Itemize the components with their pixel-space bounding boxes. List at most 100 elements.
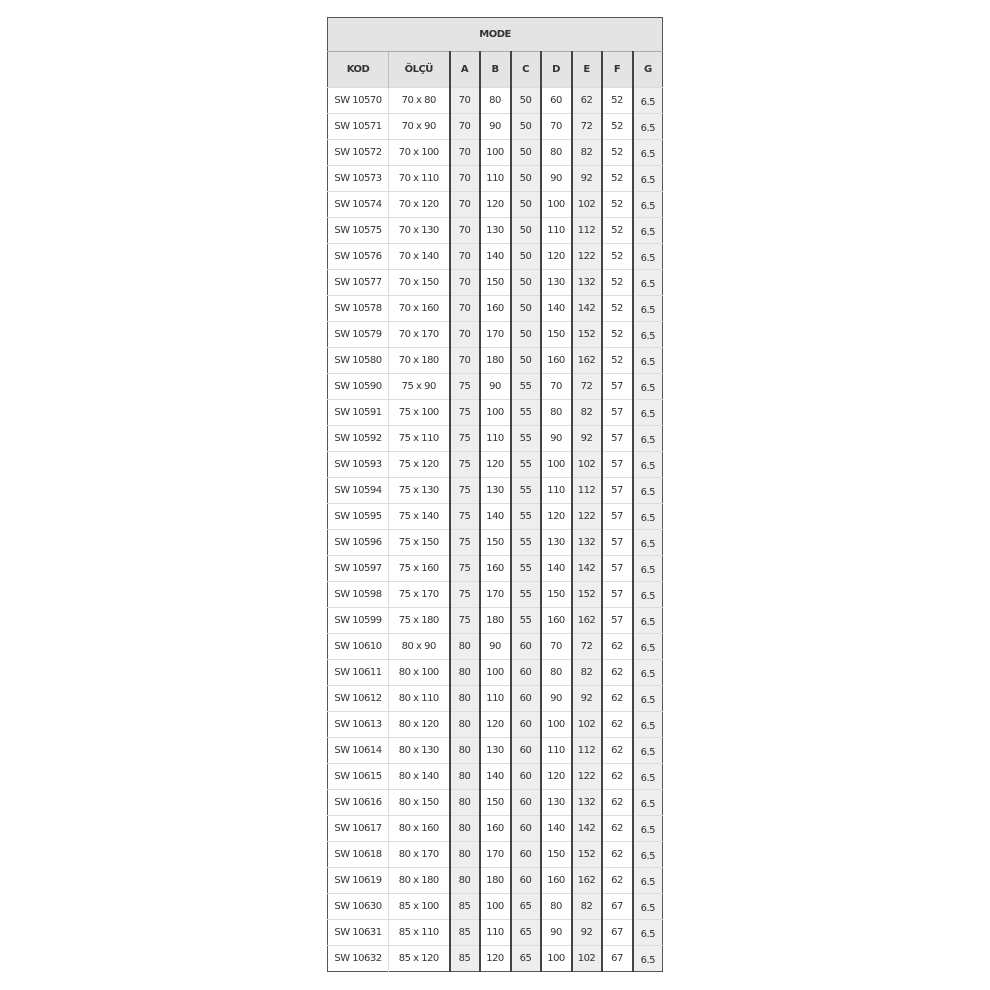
cell-g: 6.5: [631, 867, 663, 894]
cell-c: 60: [509, 711, 541, 738]
cell-c: 50: [509, 321, 541, 348]
cell-kod: SW 10593: [327, 451, 389, 478]
cell-f: 62: [600, 763, 633, 790]
cell-b: 80: [478, 87, 511, 114]
table-row: SW 10617 80 x 160 80 160 60 140 142 62 6.5: [327, 815, 663, 842]
table-row: SW 10594 75 x 130 75 130 55 110 112 57 6.5: [327, 477, 663, 504]
cell-a: 80: [448, 789, 480, 816]
cell-kod: SW 10595: [327, 503, 389, 530]
cell-olcu: 70 x 130: [388, 217, 450, 244]
cell-g: 6.5: [631, 87, 663, 114]
cell-a: 75: [448, 607, 480, 634]
cell-c: 55: [509, 451, 541, 478]
cell-olcu: 80 x 170: [388, 841, 450, 868]
cell-g: 6.5: [631, 607, 663, 634]
cell-c: 50: [509, 113, 541, 140]
cell-e: 112: [570, 217, 602, 244]
cell-a: 85: [448, 945, 480, 972]
cell-f: 67: [600, 919, 633, 946]
table-row: SW 10612 80 x 110 80 110 60 90 92 62 6.5: [327, 685, 663, 712]
cell-f: 57: [600, 399, 633, 426]
cell-f: 57: [600, 607, 633, 634]
cell-a: 70: [448, 347, 480, 374]
cell-c: 60: [509, 815, 541, 842]
cell-olcu: 80 x 160: [388, 815, 450, 842]
cell-e: 112: [570, 737, 602, 764]
column-header-olcu: ÖLÇÜ: [388, 51, 450, 88]
table-row: SW 10614 80 x 130 80 130 60 110 112 62 6.5: [327, 737, 663, 764]
cell-d: 70: [539, 373, 572, 400]
cell-f: 62: [600, 711, 633, 738]
column-header-e: E: [570, 51, 602, 88]
cell-olcu: 85 x 120: [388, 945, 450, 972]
cell-e: 132: [570, 529, 602, 556]
cell-a: 75: [448, 373, 480, 400]
cell-e: 102: [570, 191, 602, 218]
cell-b: 140: [478, 243, 511, 270]
cell-b: 170: [478, 321, 511, 348]
cell-olcu: 75 x 130: [388, 477, 450, 504]
table-row: SW 10613 80 x 120 80 120 60 100 102 62 6.5: [327, 711, 663, 738]
cell-b: 120: [478, 711, 511, 738]
cell-a: 70: [448, 243, 480, 270]
cell-d: 120: [539, 243, 572, 270]
cell-g: 6.5: [631, 581, 663, 608]
cell-d: 90: [539, 165, 572, 192]
cell-b: 130: [478, 737, 511, 764]
cell-b: 90: [478, 633, 511, 660]
cell-f: 62: [600, 867, 633, 894]
cell-c: 65: [509, 893, 541, 920]
cell-b: 130: [478, 217, 511, 244]
cell-d: 80: [539, 399, 572, 426]
cell-f: 52: [600, 295, 633, 322]
cell-c: 55: [509, 607, 541, 634]
cell-g: 6.5: [631, 789, 663, 816]
cell-f: 52: [600, 347, 633, 374]
cell-kod: SW 10590: [327, 373, 389, 400]
cell-f: 67: [600, 945, 633, 972]
cell-f: 52: [600, 321, 633, 348]
cell-e: 102: [570, 711, 602, 738]
cell-a: 70: [448, 217, 480, 244]
cell-g: 6.5: [631, 945, 663, 972]
cell-b: 150: [478, 529, 511, 556]
cell-olcu: 80 x 90: [388, 633, 450, 660]
cell-e: 72: [570, 113, 602, 140]
cell-c: 55: [509, 399, 541, 426]
cell-c: 60: [509, 763, 541, 790]
cell-c: 65: [509, 945, 541, 972]
cell-f: 57: [600, 581, 633, 608]
cell-d: 120: [539, 763, 572, 790]
cell-c: 55: [509, 425, 541, 452]
table-row: SW 10577 70 x 150 70 150 50 130 132 52 6.5: [327, 269, 663, 296]
cell-a: 70: [448, 139, 480, 166]
cell-d: 150: [539, 841, 572, 868]
cell-c: 55: [509, 529, 541, 556]
cell-g: 6.5: [631, 763, 663, 790]
cell-c: 60: [509, 685, 541, 712]
cell-g: 6.5: [631, 321, 663, 348]
cell-e: 162: [570, 607, 602, 634]
cell-a: 70: [448, 87, 480, 114]
table-row: SW 10597 75 x 160 75 160 55 140 142 57 6.5: [327, 555, 663, 582]
cell-a: 85: [448, 919, 480, 946]
column-header-kod: KOD: [327, 51, 389, 88]
cell-olcu: 70 x 110: [388, 165, 450, 192]
cell-e: 92: [570, 425, 602, 452]
cell-c: 50: [509, 139, 541, 166]
cell-g: 6.5: [631, 711, 663, 738]
cell-b: 180: [478, 607, 511, 634]
cell-olcu: 70 x 150: [388, 269, 450, 296]
cell-c: 55: [509, 581, 541, 608]
cell-d: 140: [539, 295, 572, 322]
cell-g: 6.5: [631, 269, 663, 296]
cell-b: 100: [478, 139, 511, 166]
cell-g: 6.5: [631, 633, 663, 660]
cell-b: 140: [478, 763, 511, 790]
cell-f: 52: [600, 217, 633, 244]
column-header-g: G: [631, 51, 663, 88]
cell-f: 57: [600, 529, 633, 556]
cell-kod: SW 10578: [327, 295, 389, 322]
cell-g: 6.5: [631, 737, 663, 764]
cell-b: 160: [478, 295, 511, 322]
